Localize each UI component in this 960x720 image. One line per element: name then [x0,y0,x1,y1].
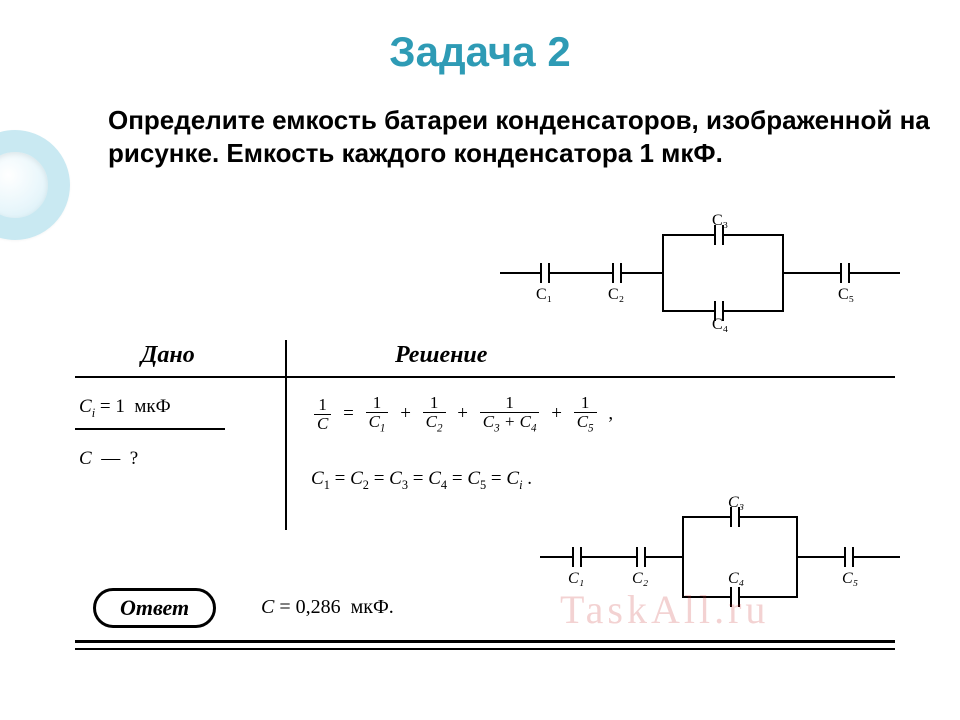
page-title: Задача 2 [0,28,960,76]
label-c4: C₄ [712,316,728,334]
answer-label: Ответ [93,588,216,628]
label2-c5: C₅ [842,570,858,588]
label-c3: C₃ [712,212,728,230]
equal-line: C1 = C2 = C3 = C4 = C5 = Ci . [311,468,532,493]
label-c2: C₂ [608,286,624,304]
given-header: Дано [141,342,195,369]
answer-value: C = 0,286 мкФ. [261,596,394,619]
series-formula: 1C = 1C1 + 1C2 + 1C3 + C4 + 1C5 , [311,394,617,435]
problem-text: Определите емкость батареи конденсаторов… [108,104,930,171]
solution-header: Решение [395,342,487,369]
label-c1: C₁ [536,286,552,304]
given-line: Ci = 1 мкФ [79,396,171,421]
label-c5: C₅ [838,286,854,304]
circuit-top: C₁ C₂ C₃ C₄ C₅ [500,218,920,328]
label2-c3: C₃ [728,494,744,512]
decorative-ring [0,130,70,240]
find-line: C — ? [79,448,138,470]
watermark: TaskAll.ru [560,586,769,633]
